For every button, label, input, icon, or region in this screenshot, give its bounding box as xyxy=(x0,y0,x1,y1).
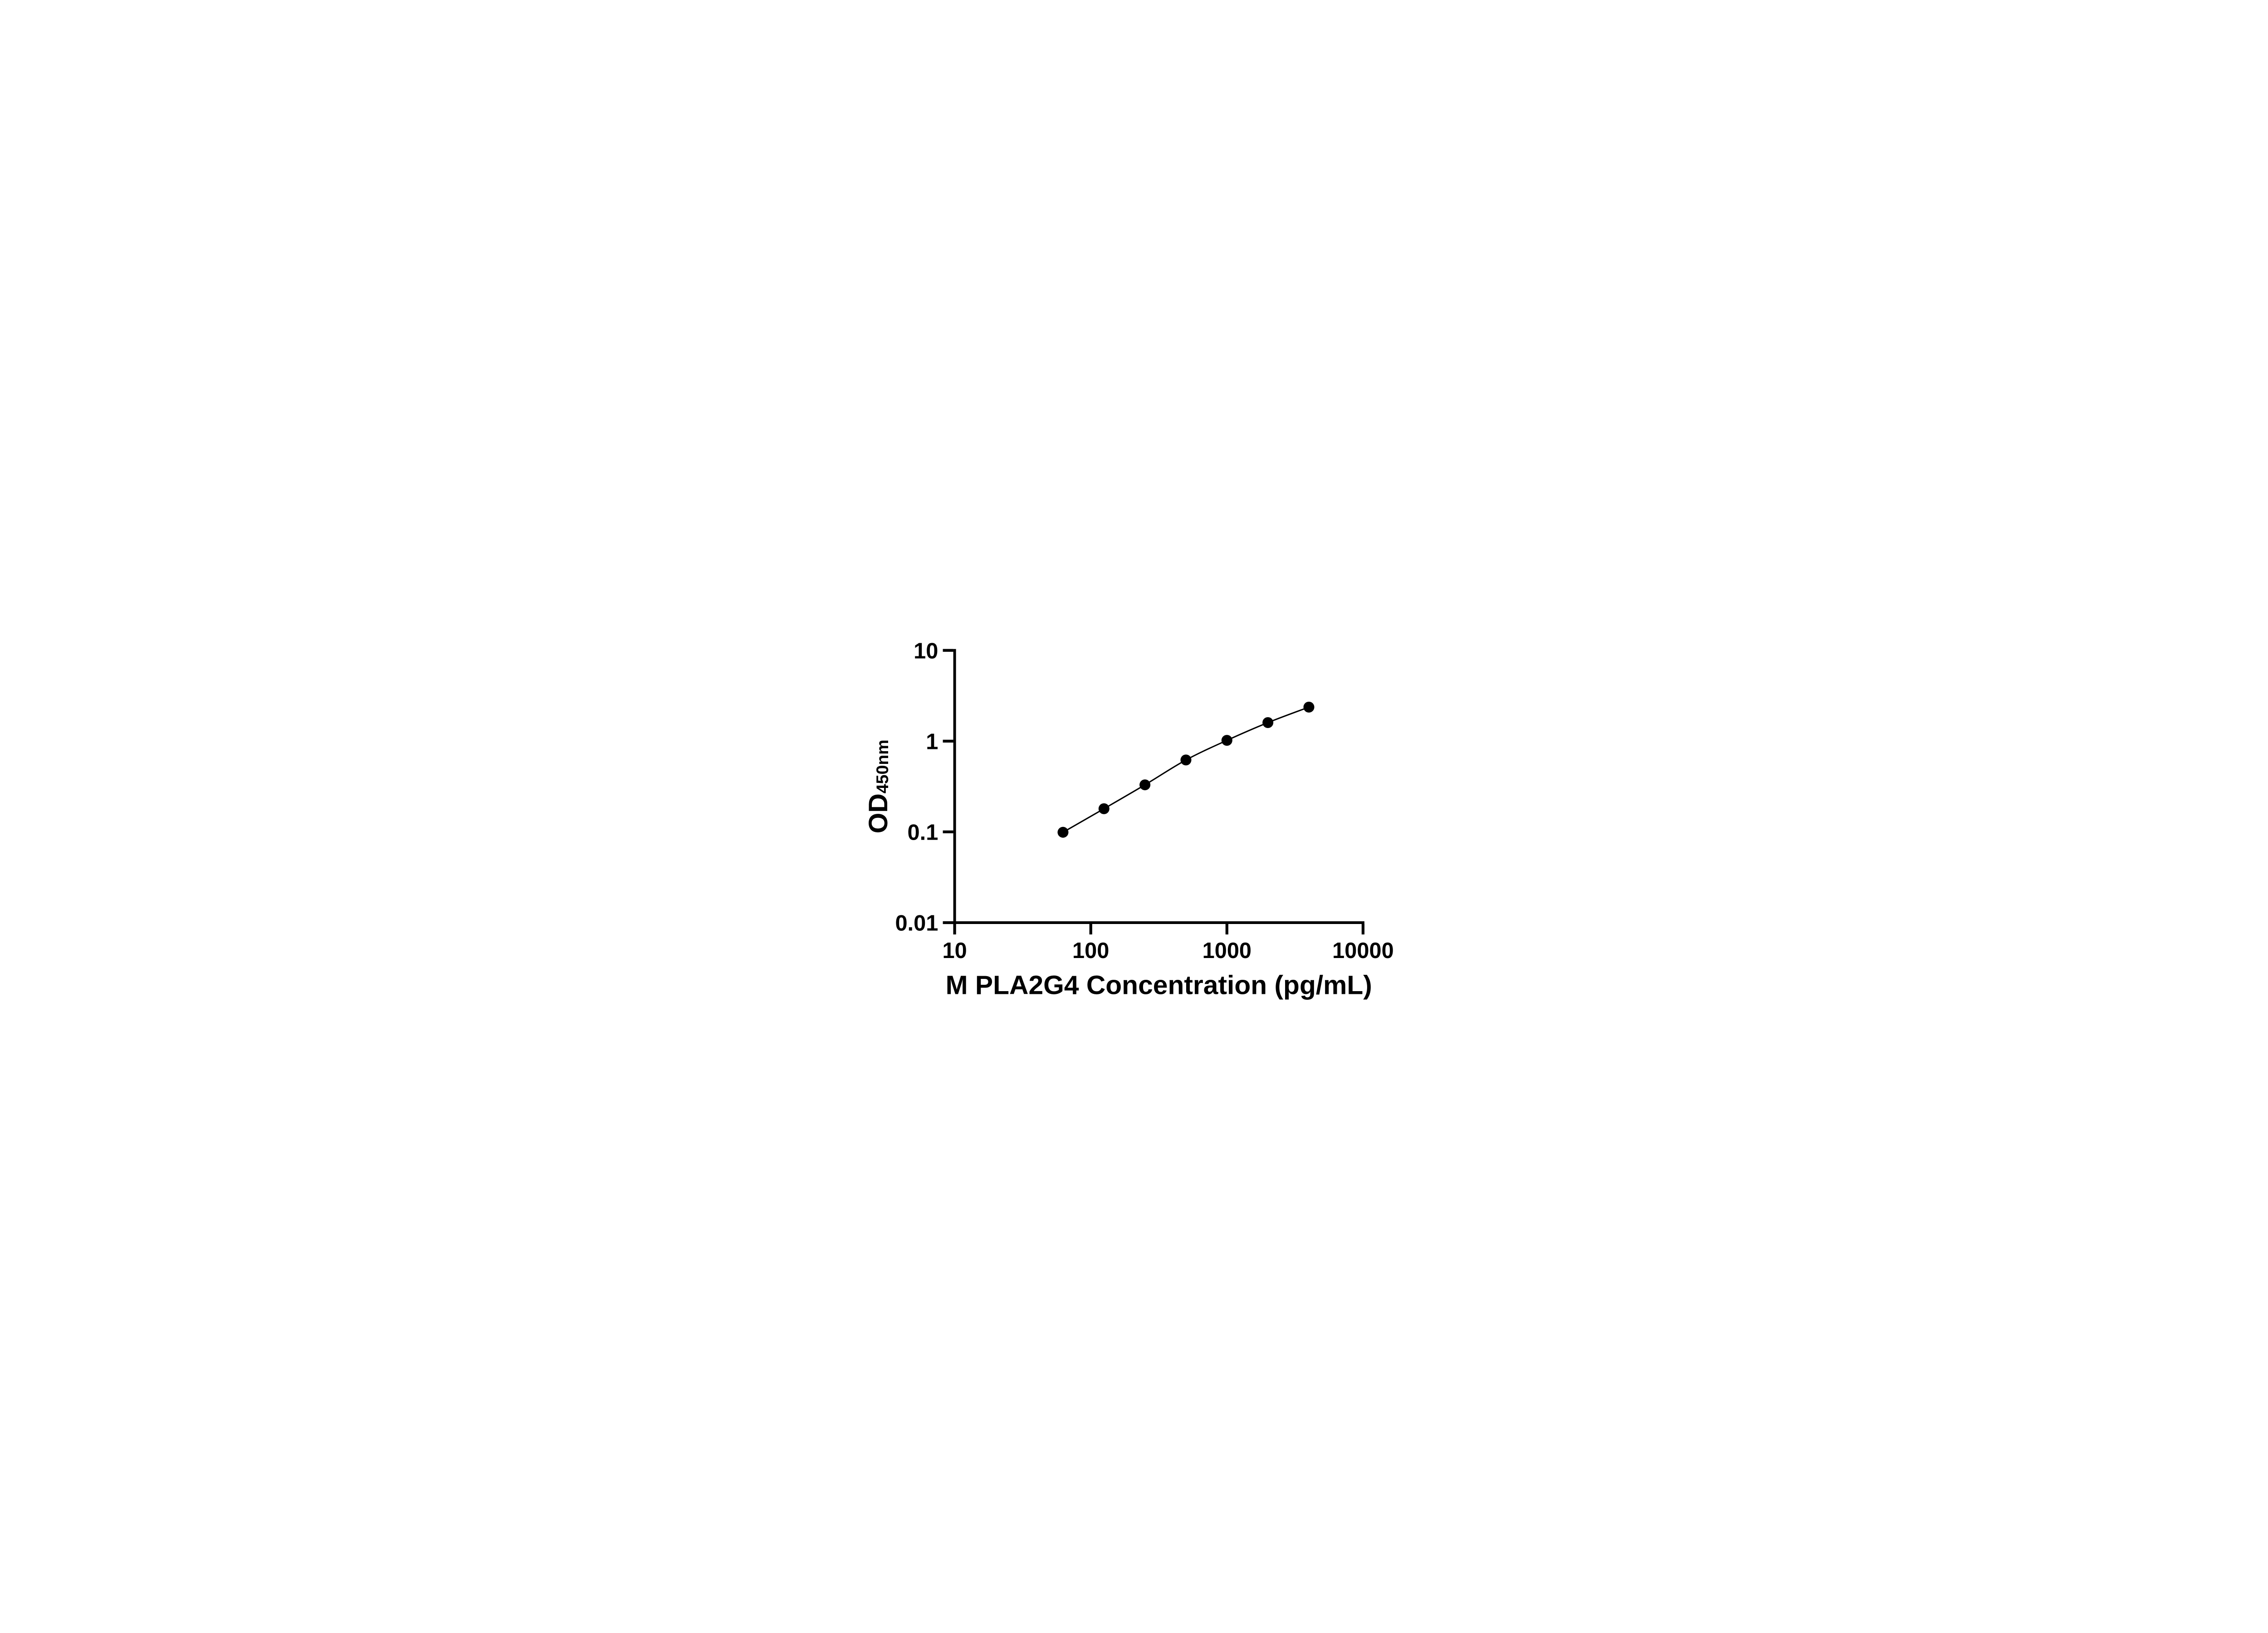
plot-layer: 0.01 0.1 1 10 10 100 1000 10000 xyxy=(895,639,1393,963)
data-point-marker xyxy=(1139,779,1151,791)
data-point-marker xyxy=(1057,826,1069,838)
x-axis-tick-label: 10 xyxy=(942,939,967,963)
data-point-marker xyxy=(1262,717,1274,728)
x-axis-title: M PLA2G4 Concentration (pg/mL) xyxy=(946,970,1372,1000)
x-axis-tick-label: 100 xyxy=(1072,939,1109,963)
data-point-marker xyxy=(1221,734,1232,746)
y-axis-title: OD450nm xyxy=(864,739,893,833)
y-axis-title-main: OD xyxy=(864,793,893,833)
standard-curve-plot: 0.01 0.1 1 10 10 100 1000 10000 M PLA2G4 Concen… xyxy=(864,639,1394,1000)
y-axis-tick-label: 0.1 xyxy=(908,820,938,845)
x-axis-tick-label: 10000 xyxy=(1332,939,1394,963)
x-axis-tick-label: 1000 xyxy=(1202,939,1251,963)
y-axis-tick-label: 0.01 xyxy=(895,911,938,935)
data-point-marker xyxy=(1303,701,1315,713)
elisa-standard-curve-figure: 0.01 0.1 1 10 10 100 1000 10000 M PLA2G4 Concen… xyxy=(842,612,1426,1021)
y-axis-title-subscript: 450nm xyxy=(873,739,892,793)
y-axis-tick-label: 1 xyxy=(926,729,938,754)
data-point-marker xyxy=(1098,803,1110,814)
data-point-marker xyxy=(1180,754,1192,766)
y-axis-tick-label: 10 xyxy=(914,639,938,663)
